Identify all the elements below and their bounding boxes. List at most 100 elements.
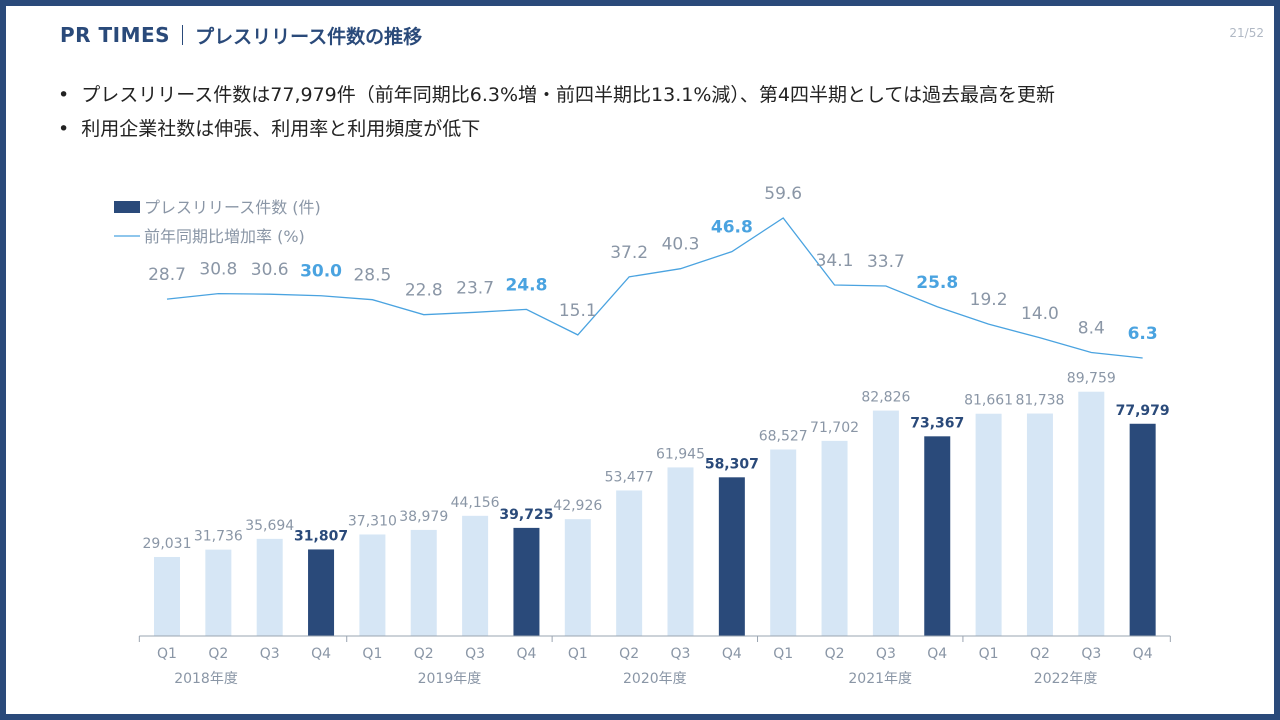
slide-header: PR TIMES プレスリリース件数の推移 [60, 22, 422, 48]
quarter-tick-label: Q1 [568, 646, 588, 662]
line-value-label: 19.2 [970, 290, 1008, 310]
line-value-label: 28.5 [353, 266, 391, 286]
year-label: 2021年度 [848, 671, 912, 687]
line-value-label: 24.8 [505, 275, 547, 295]
bullet-item: 利用企業社数は伸張、利用率と利用頻度が低下 [58, 112, 1055, 146]
line-value-label: 6.3 [1128, 324, 1158, 344]
quarter-tick-label: Q2 [619, 646, 639, 662]
line-value-label: 40.3 [662, 235, 700, 255]
bar-value-label: 77,979 [1116, 403, 1170, 419]
bar [1078, 391, 1105, 636]
quarter-tick-label: Q4 [722, 646, 742, 662]
quarter-tick-label: Q2 [414, 646, 434, 662]
quarter-tick-label: Q1 [362, 646, 382, 662]
bar-value-label: 31,736 [194, 529, 243, 545]
header-separator [182, 25, 184, 45]
bar [205, 549, 232, 636]
page-title: プレスリリース件数の推移 [195, 25, 423, 48]
legend-bar-swatch [114, 201, 140, 213]
page-number: 21/52 [1229, 26, 1264, 40]
quarter-tick-label: Q1 [773, 646, 793, 662]
quarter-tick-label: Q3 [1081, 646, 1101, 662]
chart-legend: プレスリリース件数 (件) 前年同期比増加率 (%) [114, 198, 321, 246]
line-value-label: 15.1 [559, 301, 597, 321]
bar-value-label: 44,156 [451, 495, 500, 511]
growth-rate-line [166, 217, 1143, 359]
bar [359, 534, 386, 636]
year-label: 2022年度 [1034, 671, 1098, 687]
brand-name: PR TIMES [60, 23, 171, 47]
bullet-list: プレスリリース件数は77,979件（前年同期比6.3%増・前四半期比13.1%減… [58, 78, 1055, 146]
bar [616, 490, 643, 636]
quarter-tick-label: Q4 [516, 646, 536, 662]
x-axis: Q1 Q2 Q3 Q4 Q1 Q2 Q3 Q4 Q1 Q2 Q3 Q4 Q1 Q2 Q3 Q4 Q1 Q2 Q3 Q4… [138, 635, 1171, 687]
line-value-label: 8.4 [1078, 318, 1105, 338]
line-labels: 28.7 30.8 30.6 30.0 28.5 22.8 23.7 24.8 15.1 37.2… [148, 184, 1158, 344]
bar [770, 449, 797, 636]
line-value-label: 34.1 [816, 251, 854, 271]
bar-value-label: 39,725 [499, 507, 553, 523]
quarter-tick-label: Q4 [311, 646, 331, 662]
line-value-label: 46.8 [711, 218, 753, 238]
legend-line-label: 前年同期比増加率 (%) [144, 227, 305, 246]
year-label: 2018年度 [174, 671, 238, 687]
bar [308, 549, 335, 636]
quarter-tick-label: Q2 [825, 646, 845, 662]
bar [975, 413, 1002, 636]
bar-value-label: 29,031 [143, 536, 192, 552]
bar-value-label: 73,367 [910, 415, 964, 431]
bar-value-label: 89,759 [1067, 371, 1116, 387]
line-value-label: 23.7 [456, 278, 494, 298]
line-value-label: 59.6 [764, 184, 802, 204]
line-value-label: 30.6 [251, 260, 289, 280]
bar-value-label: 81,661 [964, 393, 1013, 409]
bullet-item: プレスリリース件数は77,979件（前年同期比6.3%増・前四半期比13.1%減… [58, 78, 1055, 112]
bar-value-label: 71,702 [810, 420, 859, 436]
bar [667, 467, 694, 636]
line-value-label: 30.8 [199, 260, 237, 280]
quarter-tick-label: Q2 [1030, 646, 1050, 662]
quarter-tick-label: Q4 [927, 646, 947, 662]
bar [718, 477, 745, 636]
bar-value-label: 38,979 [399, 509, 448, 525]
bar [821, 440, 848, 636]
bar-value-label: 31,807 [294, 528, 348, 544]
quarter-tick-label: Q2 [208, 646, 228, 662]
bar-value-label: 61,945 [656, 446, 705, 462]
line-value-label: 25.8 [916, 273, 958, 293]
year-label: 2019年度 [418, 671, 482, 687]
bar-value-label: 82,826 [861, 390, 910, 406]
line-value-label: 28.7 [148, 265, 186, 285]
bar [513, 527, 540, 636]
line-value-label: 33.7 [867, 252, 905, 272]
bar [1026, 413, 1053, 636]
quarter-tick-label: Q1 [979, 646, 999, 662]
bar-value-label: 37,310 [348, 513, 397, 529]
quarter-tick-label: Q4 [1133, 646, 1153, 662]
bar [564, 519, 591, 636]
quarter-tick-label: Q3 [260, 646, 280, 662]
bar-value-label: 42,926 [553, 498, 602, 514]
quarter-tick-label: Q3 [671, 646, 691, 662]
line-value-label: 37.2 [610, 243, 648, 263]
line-value-label: 22.8 [405, 281, 443, 301]
bar-value-label: 53,477 [605, 469, 654, 485]
bar-value-label: 81,738 [1015, 393, 1064, 409]
line-value-label: 30.0 [300, 262, 342, 282]
quarter-tick-label: Q3 [465, 646, 485, 662]
year-label: 2020年度 [623, 671, 687, 687]
bar [462, 515, 489, 636]
bar [410, 529, 437, 636]
bar [154, 556, 180, 636]
bar-value-label: 58,307 [705, 456, 759, 472]
bar-series [154, 391, 1156, 636]
legend-bar-label: プレスリリース件数 (件) [144, 198, 321, 217]
line-series [166, 217, 1143, 359]
bar [1129, 423, 1156, 636]
bar-value-label: 68,527 [759, 428, 808, 444]
quarter-tick-label: Q3 [876, 646, 896, 662]
bar-value-label: 35,694 [245, 518, 294, 534]
line-value-label: 14.0 [1021, 304, 1059, 324]
